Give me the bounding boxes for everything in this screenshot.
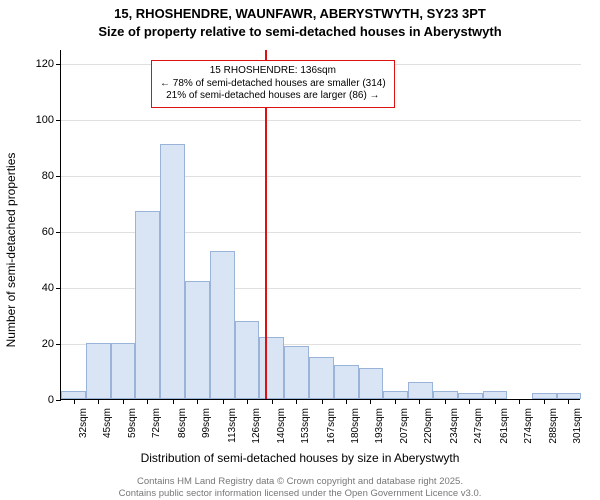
xtick-mark bbox=[272, 399, 273, 404]
xtick-label: 261sqm bbox=[499, 408, 510, 444]
ytick-mark bbox=[56, 400, 61, 401]
footer-line2: Contains public sector information licen… bbox=[0, 488, 600, 499]
histogram-bar bbox=[86, 343, 111, 399]
xtick-label: 234sqm bbox=[449, 408, 460, 444]
annotation-box: 15 RHOSHENDRE: 136sqm← 78% of semi-detac… bbox=[151, 60, 395, 108]
xtick-mark bbox=[395, 399, 396, 404]
histogram-bar bbox=[135, 211, 160, 399]
histogram-bar bbox=[359, 368, 384, 399]
xtick-mark bbox=[370, 399, 371, 404]
ytick-label: 40 bbox=[14, 282, 54, 294]
ytick-mark bbox=[56, 64, 61, 65]
xtick-label: 153sqm bbox=[300, 408, 311, 444]
xtick-label: 301sqm bbox=[572, 408, 583, 444]
xtick-label: 207sqm bbox=[399, 408, 410, 444]
ytick-mark bbox=[56, 120, 61, 121]
histogram-bar bbox=[111, 343, 136, 399]
y-axis-label: Number of semi-detached properties bbox=[4, 55, 18, 250]
xtick-mark bbox=[544, 399, 545, 404]
xtick-label: 140sqm bbox=[276, 408, 287, 444]
xtick-label: 126sqm bbox=[251, 408, 262, 444]
annotation-line2: ← 78% of semi-detached houses are smalle… bbox=[160, 78, 386, 91]
histogram-bar bbox=[160, 144, 185, 399]
ytick-label: 0 bbox=[14, 394, 54, 406]
histogram-bar bbox=[185, 281, 210, 399]
histogram-bar bbox=[259, 337, 284, 399]
ytick-mark bbox=[56, 176, 61, 177]
xtick-mark bbox=[346, 399, 347, 404]
histogram-bar bbox=[235, 321, 260, 399]
xtick-label: 247sqm bbox=[473, 408, 484, 444]
ytick-label: 60 bbox=[14, 226, 54, 238]
histogram-bar bbox=[458, 393, 483, 399]
plot-area: 02040608010012032sqm45sqm59sqm72sqm86sqm… bbox=[60, 50, 580, 400]
page-title-line2: Size of property relative to semi-detach… bbox=[0, 24, 600, 39]
ytick-mark bbox=[56, 288, 61, 289]
histogram-chart: 02040608010012032sqm45sqm59sqm72sqm86sqm… bbox=[60, 50, 580, 400]
xtick-mark bbox=[445, 399, 446, 404]
xtick-mark bbox=[223, 399, 224, 404]
histogram-bar bbox=[334, 365, 359, 399]
xtick-label: 113sqm bbox=[227, 408, 238, 443]
histogram-bar bbox=[433, 391, 458, 399]
xtick-label: 288sqm bbox=[548, 408, 559, 444]
ytick-mark bbox=[56, 344, 61, 345]
ytick-label: 20 bbox=[14, 338, 54, 350]
xtick-label: 220sqm bbox=[423, 408, 434, 444]
xtick-label: 193sqm bbox=[374, 408, 385, 444]
xtick-mark bbox=[419, 399, 420, 404]
annotation-line3: 21% of semi-detached houses are larger (… bbox=[160, 90, 386, 103]
xtick-label: 32sqm bbox=[78, 408, 89, 438]
xtick-mark bbox=[247, 399, 248, 404]
xtick-mark bbox=[296, 399, 297, 404]
histogram-bar bbox=[61, 391, 86, 399]
xtick-label: 274sqm bbox=[523, 408, 534, 444]
histogram-bar bbox=[309, 357, 334, 399]
xtick-label: 180sqm bbox=[350, 408, 361, 444]
histogram-bar bbox=[483, 391, 508, 399]
xtick-mark bbox=[147, 399, 148, 404]
xtick-label: 99sqm bbox=[201, 408, 212, 438]
xtick-label: 86sqm bbox=[177, 408, 188, 438]
footer-line1: Contains HM Land Registry data © Crown c… bbox=[0, 476, 600, 487]
xtick-mark bbox=[98, 399, 99, 404]
page-title-line1: 15, RHOSHENDRE, WAUNFAWR, ABERYSTWYTH, S… bbox=[0, 6, 600, 21]
histogram-bar bbox=[284, 346, 309, 399]
histogram-bar bbox=[383, 391, 408, 399]
xtick-label: 59sqm bbox=[127, 408, 138, 438]
xtick-mark bbox=[74, 399, 75, 404]
xtick-mark bbox=[568, 399, 569, 404]
xtick-mark bbox=[519, 399, 520, 404]
xtick-mark bbox=[322, 399, 323, 404]
ytick-mark bbox=[56, 232, 61, 233]
xtick-mark bbox=[469, 399, 470, 404]
grid-line bbox=[61, 120, 581, 121]
x-axis-label: Distribution of semi-detached houses by … bbox=[0, 451, 600, 465]
ytick-label: 80 bbox=[14, 170, 54, 182]
grid-line bbox=[61, 176, 581, 177]
xtick-mark bbox=[495, 399, 496, 404]
xtick-label: 72sqm bbox=[151, 408, 162, 438]
xtick-label: 167sqm bbox=[326, 408, 337, 444]
xtick-mark bbox=[173, 399, 174, 404]
histogram-bar bbox=[210, 251, 235, 399]
ytick-label: 120 bbox=[14, 58, 54, 70]
xtick-mark bbox=[123, 399, 124, 404]
ytick-label: 100 bbox=[14, 114, 54, 126]
histogram-bar bbox=[408, 382, 433, 399]
xtick-mark bbox=[197, 399, 198, 404]
annotation-line1: 15 RHOSHENDRE: 136sqm bbox=[160, 65, 386, 78]
xtick-label: 45sqm bbox=[102, 408, 113, 438]
